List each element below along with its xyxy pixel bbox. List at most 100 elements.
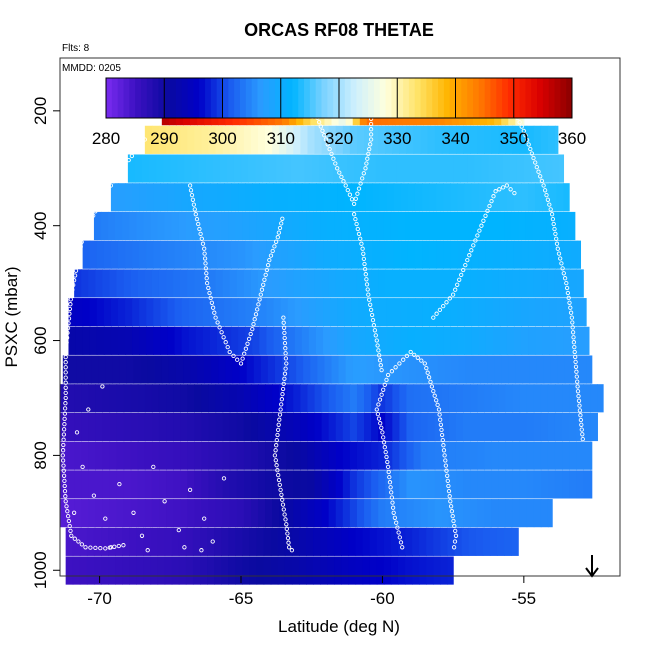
heatmap-cell <box>455 412 464 442</box>
colorbar-tick-label: 300 <box>208 129 236 148</box>
heatmap-cell <box>533 441 542 470</box>
heatmap-cell <box>95 441 104 470</box>
colorbar-segment <box>327 78 334 118</box>
track-point <box>415 355 420 360</box>
track-point <box>63 365 68 370</box>
x-tick-label: -60 <box>370 589 395 608</box>
heatmap-cell <box>95 384 104 413</box>
track-point <box>351 212 357 217</box>
track-point <box>267 257 272 263</box>
heatmap-cell <box>420 499 429 528</box>
heatmap-cell <box>158 125 167 154</box>
heatmap-cell <box>119 355 128 384</box>
heatmap-cell <box>471 183 480 212</box>
colorbar-segment <box>467 78 474 118</box>
heatmap-cell <box>109 499 118 528</box>
heatmap-cell <box>484 499 492 528</box>
heatmap-cell <box>236 470 245 499</box>
track-point <box>567 300 572 305</box>
heatmap-cell <box>221 211 229 241</box>
heatmap-cell <box>488 154 497 183</box>
track-point <box>441 303 446 309</box>
heatmap-cell <box>229 470 238 499</box>
track-point <box>278 407 283 412</box>
heatmap-cell <box>272 441 280 470</box>
heatmap-cell <box>158 441 167 470</box>
track-point <box>248 331 253 337</box>
heatmap-cell <box>570 298 579 327</box>
heatmap-cell <box>505 384 514 413</box>
heatmap-cell <box>472 355 481 384</box>
heatmap-cell <box>448 470 457 499</box>
heatmap-cell <box>470 499 478 528</box>
track-point <box>223 340 228 345</box>
heatmap-cell <box>226 154 235 183</box>
heatmap-cell <box>222 412 231 442</box>
track-point <box>541 183 546 188</box>
heatmap-cell <box>60 499 68 528</box>
heatmap-cell <box>215 125 224 154</box>
track-point <box>246 336 252 342</box>
heatmap-cell <box>180 412 188 442</box>
heatmap-cell <box>426 527 434 556</box>
heatmap-cell <box>224 183 232 212</box>
heatmap-cell <box>400 298 409 327</box>
heatmap-cell <box>426 211 434 241</box>
track-point <box>443 458 448 463</box>
arrow-down-icon <box>585 555 599 578</box>
heatmap-cell <box>263 527 272 556</box>
heatmap-cell <box>576 470 584 499</box>
track-point <box>365 287 370 292</box>
heatmap-cell <box>294 326 303 355</box>
heatmap-cell <box>116 470 125 499</box>
heatmap-cell <box>356 470 365 499</box>
heatmap-cell <box>300 384 309 413</box>
heatmap-cell <box>364 384 372 413</box>
heatmap-cell <box>180 441 188 470</box>
track-point <box>385 459 390 465</box>
heatmap-cell <box>492 183 501 212</box>
track-point <box>475 233 480 238</box>
heatmap-cell <box>505 269 514 298</box>
heatmap-cell <box>72 556 81 585</box>
heatmap-cell <box>270 527 279 556</box>
heatmap-cell <box>166 470 174 499</box>
heatmap-cell <box>144 441 153 470</box>
heatmap-cell <box>194 499 203 528</box>
heatmap-cell <box>498 499 507 528</box>
track-point <box>136 145 141 150</box>
track-point <box>202 516 207 521</box>
heatmap-cell <box>372 326 381 355</box>
heatmap-cell <box>160 326 169 355</box>
track-point <box>276 230 282 235</box>
heatmap-cell <box>455 499 464 528</box>
track-point <box>450 513 455 519</box>
heatmap-cell <box>396 154 405 183</box>
track-point <box>76 254 82 259</box>
heatmap-cell <box>378 441 386 470</box>
heatmap-cell <box>554 384 563 413</box>
heatmap-cell <box>547 470 556 499</box>
heatmap-cell <box>477 470 485 499</box>
heatmap-cell <box>535 326 543 355</box>
heatmap-cell <box>306 527 314 556</box>
y-tick-label: 400 <box>31 212 50 240</box>
heatmap-cell <box>528 183 536 212</box>
colorbar-segment <box>513 78 521 118</box>
colorbar-segment <box>129 78 136 118</box>
heatmap-cell <box>202 326 211 355</box>
track-point <box>553 231 558 237</box>
track-point <box>335 166 340 171</box>
colorbar-segment <box>245 78 253 118</box>
track-point <box>453 287 458 292</box>
heatmap-cell <box>499 183 508 212</box>
track-point <box>569 315 575 320</box>
heatmap-cell <box>321 412 330 442</box>
heatmap-cell <box>151 384 160 413</box>
track-point <box>550 216 556 222</box>
track-point <box>323 137 329 142</box>
colorbar-segment <box>426 78 433 118</box>
heatmap-cell <box>512 470 521 499</box>
track-point <box>151 464 156 470</box>
